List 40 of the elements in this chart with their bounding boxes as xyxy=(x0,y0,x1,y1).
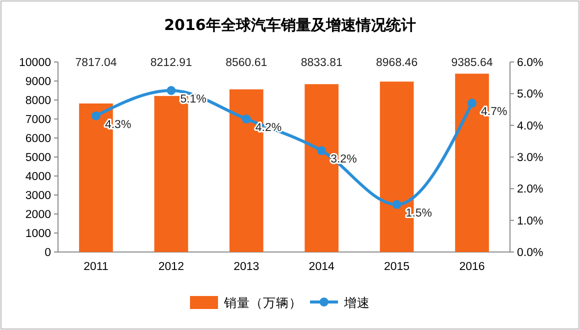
data-label: 8833.81 xyxy=(300,57,342,69)
data-label: 9385.64 xyxy=(451,57,494,69)
legend-label: 销量（万辆） xyxy=(223,295,302,310)
y-tick-label: 3000 xyxy=(25,190,51,202)
x-tick-label: 2011 xyxy=(84,261,108,273)
y2-tick-label: 2.0% xyxy=(517,184,544,196)
point xyxy=(468,98,477,108)
legend-label: 增速 xyxy=(343,295,370,310)
x-tick-label: 2015 xyxy=(384,261,410,273)
data-label: 4.2% xyxy=(255,122,282,134)
y2-tick-label: 4.0% xyxy=(517,120,544,132)
x-tick-label: 2012 xyxy=(158,261,184,273)
y-tick-label: 1000 xyxy=(25,228,51,240)
y-tick-label: 2000 xyxy=(25,209,51,221)
y-tick-label: 4000 xyxy=(25,171,51,183)
data-label: 8968.46 xyxy=(376,57,418,69)
chart-title: 2016年全球汽车销量及增速情况统计 xyxy=(164,16,416,34)
y-tick-label: 8000 xyxy=(25,95,51,107)
y-tick-label: 10000 xyxy=(19,57,51,69)
point xyxy=(166,86,176,95)
y-tick-label: 9000 xyxy=(25,76,51,88)
data-label: 7817.04 xyxy=(75,57,118,69)
point xyxy=(242,114,251,124)
x-tick-label: 2013 xyxy=(234,261,260,273)
x-tick-label: 2014 xyxy=(308,261,335,273)
y-tick-label: 5000 xyxy=(25,152,51,164)
y2-tick-label: 1.0% xyxy=(517,215,544,228)
y2-tick-label: 3.0% xyxy=(517,152,544,164)
y2-tick-label: 0.0% xyxy=(517,247,544,259)
point xyxy=(317,146,326,156)
data-label: 8212.91 xyxy=(150,57,192,69)
data-label: 8560.61 xyxy=(226,57,268,69)
y2-tick-label: 6.0% xyxy=(517,57,544,69)
y-tick-label: 0 xyxy=(44,247,51,259)
y2-tick-label: 5.0% xyxy=(517,88,544,101)
y-tick-label: 6000 xyxy=(25,133,51,145)
point xyxy=(392,200,402,209)
point xyxy=(91,111,100,120)
x-tick-label: 2016 xyxy=(459,261,485,273)
y-tick-label: 7000 xyxy=(25,114,51,126)
